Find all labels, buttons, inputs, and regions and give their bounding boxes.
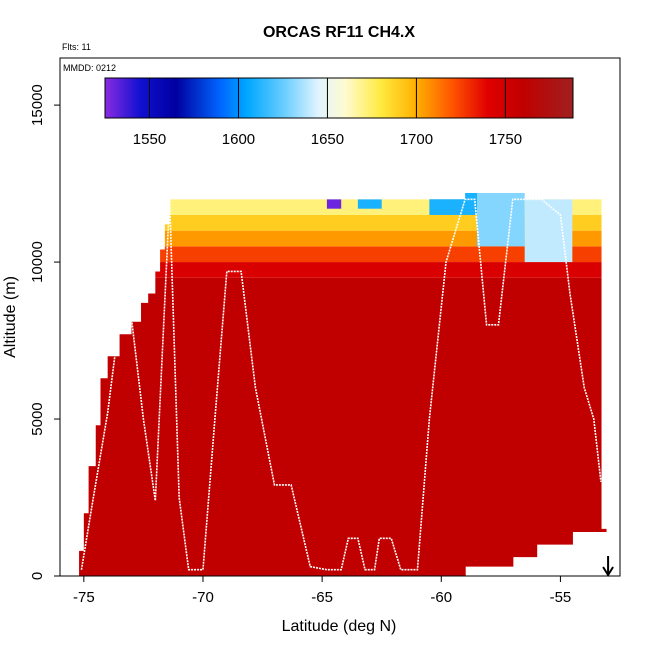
- y-tick-label: 15000: [29, 84, 46, 126]
- colorbar-tick-label: 1750: [489, 131, 522, 148]
- concentration-patch: [357, 199, 382, 209]
- altitude-band: [79, 230, 607, 247]
- colorbar-gradient: [104, 77, 574, 119]
- concentration-patch: [429, 192, 478, 215]
- curtain-field: [79, 192, 607, 576]
- y-tick-label: 0: [29, 572, 46, 580]
- flights-label: Flts: 11: [62, 42, 91, 52]
- y-tick-label: 10000: [29, 241, 46, 283]
- colorbar-tick-label: 1650: [311, 131, 344, 148]
- plot-area: [79, 192, 614, 577]
- colorbar-tick-label: 1550: [133, 131, 166, 148]
- altitude-band: [79, 246, 607, 263]
- colorbar: 1550 1600 1650 1700 1750: [104, 77, 574, 148]
- x-tick-label: -65: [311, 589, 333, 606]
- x-tick-label: -60: [430, 589, 452, 606]
- y-tick-label: 5000: [29, 402, 46, 435]
- concentration-patch: [477, 192, 525, 247]
- down-arrow-icon: [602, 566, 614, 577]
- y-axis-label: Altitude (m): [2, 276, 19, 358]
- x-tick-label: -70: [192, 589, 214, 606]
- colorbar-tick-label: 1600: [222, 131, 255, 148]
- x-tick-label: -55: [550, 589, 572, 606]
- concentration-patch: [524, 199, 573, 263]
- plot-frame: [59, 57, 621, 577]
- concentration-patch: [326, 199, 342, 209]
- x-tick-label: -75: [73, 589, 95, 606]
- flight-track: [80, 198, 602, 571]
- date-label: MMDD: 0212: [63, 63, 116, 73]
- altitude-band: [79, 277, 607, 576]
- altitude-band: [79, 214, 607, 231]
- altitude-band: [79, 262, 607, 278]
- axes: -75 -70 -65 -60 -55 0 5000 10000 15000: [29, 84, 571, 606]
- chart-title: ORCAS RF11 CH4.X: [263, 24, 415, 41]
- colorbar-tick-label: 1700: [400, 131, 433, 148]
- x-axis-label: Latitude (deg N): [282, 618, 397, 635]
